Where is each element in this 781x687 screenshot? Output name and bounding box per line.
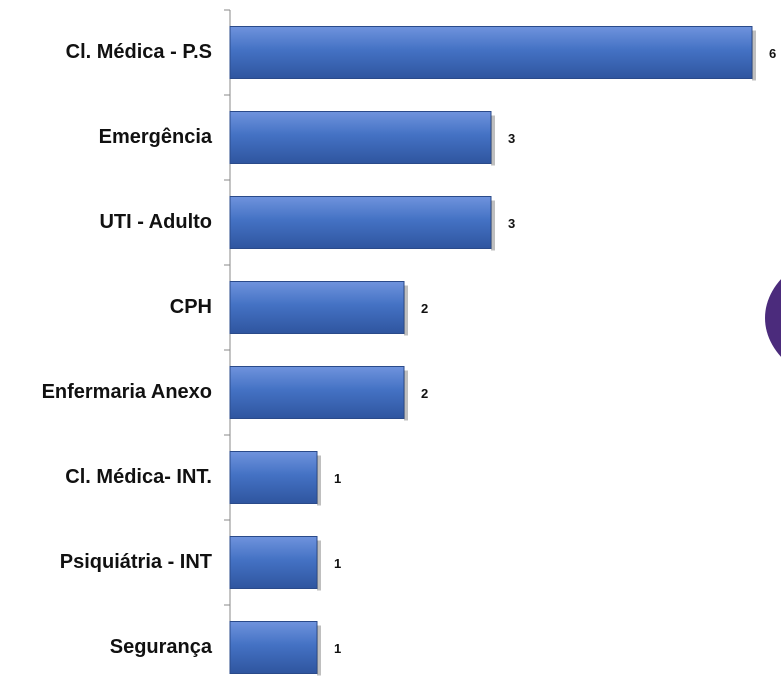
category-label: Psiquiátria - INT — [60, 551, 212, 573]
bar — [230, 112, 491, 164]
value-label: 2 — [421, 386, 428, 401]
bar-shadow — [317, 456, 321, 506]
decorative-circle — [765, 248, 781, 388]
bar — [230, 282, 404, 334]
value-label: 1 — [334, 556, 341, 571]
bar-shadow — [491, 201, 495, 251]
category-label: CPH — [170, 296, 212, 318]
chart: Cl. Médica - P.S 6 Emergência 3 UTI - Adulto… — [0, 0, 781, 687]
bar — [230, 27, 752, 79]
page: Cl. Médica - P.S 6 Emergência 3 UTI - Adulto… — [0, 0, 781, 687]
bar-shadow — [317, 626, 321, 676]
category-label: Cl. Médica - P.S — [66, 41, 212, 63]
bar-shadow — [404, 286, 408, 336]
bar-shadow — [491, 116, 495, 166]
category-label: Enfermaria Anexo — [42, 381, 212, 403]
value-label: 3 — [508, 216, 515, 231]
value-label: 2 — [421, 301, 428, 316]
category-label: UTI - Adulto — [99, 211, 212, 233]
bar-shadow — [404, 371, 408, 421]
bar — [230, 452, 317, 504]
bar — [230, 622, 317, 674]
value-label: 6 — [769, 46, 776, 61]
category-label: Emergência — [99, 126, 213, 148]
bar — [230, 537, 317, 589]
category-label: Segurança — [110, 636, 213, 658]
bar-shadow — [317, 541, 321, 591]
value-label: 1 — [334, 641, 341, 656]
category-label: Cl. Médica- INT. — [65, 466, 212, 488]
value-label: 1 — [334, 471, 341, 486]
bar — [230, 367, 404, 419]
bar-shadow — [752, 31, 756, 81]
bar — [230, 197, 491, 249]
value-label: 3 — [508, 131, 515, 146]
